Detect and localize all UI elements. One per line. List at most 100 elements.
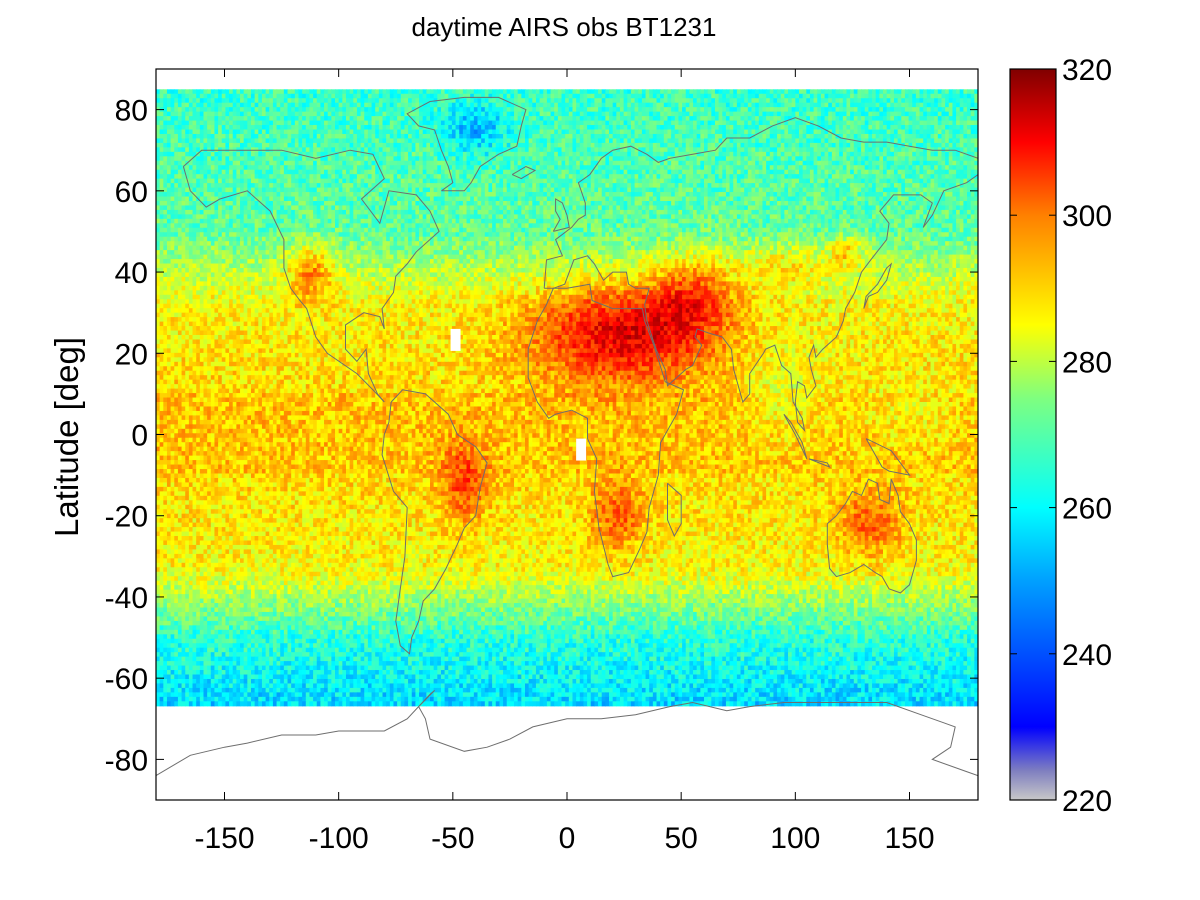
heatmap-cell [495, 147, 501, 153]
heatmap-cell [550, 98, 555, 104]
heatmap-cell [941, 165, 946, 171]
heatmap-cell [729, 133, 734, 140]
heatmap-cell [258, 160, 263, 166]
heatmap-cell [619, 129, 625, 135]
heatmap-cell [532, 165, 537, 171]
heatmap-cell [561, 142, 566, 148]
heatmap-cell [693, 89, 698, 95]
heatmap-cell [166, 178, 172, 184]
heatmap-cell [901, 120, 906, 126]
heatmap-cell [831, 151, 837, 157]
heatmap-cell [590, 178, 595, 184]
heatmap-cell [316, 169, 321, 175]
heatmap-cell [214, 120, 219, 126]
heatmap-cell [937, 169, 943, 175]
heatmap-cell [451, 183, 457, 189]
heatmap-cell [338, 138, 343, 144]
heatmap-cell [364, 165, 369, 171]
heatmap-cell [978, 125, 982, 130]
heatmap-cell [729, 98, 734, 104]
heatmap-cell [470, 89, 475, 95]
heatmap-cell [576, 165, 581, 171]
heatmap-cell [389, 138, 395, 144]
heatmap-cell [426, 147, 431, 153]
heatmap-cell [813, 129, 818, 135]
heatmap-cell [795, 125, 800, 131]
heatmap-cell [265, 102, 270, 108]
heatmap-cell [868, 138, 873, 144]
heatmap-cell [280, 151, 285, 157]
heatmap-cell [254, 165, 259, 171]
heatmap-cell [236, 129, 241, 135]
heatmap-cell [740, 156, 745, 162]
heatmap-cell [609, 174, 614, 180]
heatmap-cell [576, 183, 581, 189]
heatmap-cell [952, 138, 957, 144]
heatmap-cell [565, 133, 570, 140]
heatmap-cell [335, 125, 340, 131]
heatmap-cell [784, 169, 789, 175]
heatmap-cell [466, 160, 471, 166]
heatmap-cell [371, 98, 376, 104]
heatmap-cell [725, 147, 731, 153]
heatmap-cell [506, 102, 511, 108]
heatmap-cell [338, 133, 343, 140]
heatmap-cell [623, 116, 628, 122]
heatmap-cell [711, 111, 716, 117]
heatmap-cell [872, 138, 877, 144]
heatmap-cell [492, 133, 497, 140]
heatmap-cell [557, 129, 563, 135]
heatmap-cell [196, 133, 201, 140]
heatmap-cell [371, 133, 376, 140]
heatmap-cell [462, 98, 468, 104]
heatmap-cell [320, 142, 325, 148]
heatmap-cell [386, 178, 391, 184]
heatmap-cell [444, 169, 449, 175]
heatmap-cell [978, 143, 982, 148]
heatmap-cell [265, 133, 270, 140]
heatmap-cell [433, 93, 438, 99]
heatmap-cell [725, 156, 731, 162]
heatmap-cell [817, 142, 822, 148]
heatmap-cell [831, 125, 837, 131]
heatmap-cell [667, 133, 672, 140]
heatmap-cell [725, 107, 731, 113]
heatmap-cell [777, 142, 782, 148]
heatmap-cell [430, 142, 435, 148]
heatmap-cell [448, 165, 453, 171]
heatmap-cell [261, 156, 267, 162]
heatmap-cell [897, 120, 902, 126]
heatmap-cell [163, 98, 168, 104]
heatmap-cell [462, 169, 468, 175]
heatmap-cell [459, 165, 464, 171]
heatmap-cell [503, 111, 508, 117]
heatmap-cell [280, 120, 285, 126]
heatmap-cell [872, 147, 877, 153]
heatmap-cell [671, 151, 676, 157]
heatmap-cell [199, 160, 205, 166]
heatmap-cell [302, 89, 307, 95]
heatmap-cell [532, 125, 537, 131]
heatmap-cell [335, 133, 340, 140]
heatmap-cell [261, 93, 267, 99]
heatmap-cell [294, 102, 300, 108]
heatmap-cell [846, 142, 851, 148]
heatmap-cell [576, 138, 581, 144]
heatmap-cell [956, 133, 961, 140]
heatmap-cell [846, 125, 851, 131]
heatmap-cell [404, 107, 409, 113]
heatmap-cell [773, 107, 778, 113]
heatmap-cell [919, 183, 924, 189]
heatmap-cell [356, 160, 362, 166]
heatmap-cell [678, 120, 683, 126]
heatmap-cell [389, 89, 395, 95]
heatmap-cell [554, 138, 559, 144]
heatmap-cell [210, 98, 216, 104]
heatmap-cell [353, 142, 358, 148]
heatmap-cell [766, 183, 771, 189]
heatmap-cell [280, 116, 285, 122]
heatmap-cell [163, 147, 168, 153]
heatmap-cell [185, 169, 190, 175]
heatmap-cell [294, 107, 300, 113]
heatmap-cell [247, 138, 252, 144]
